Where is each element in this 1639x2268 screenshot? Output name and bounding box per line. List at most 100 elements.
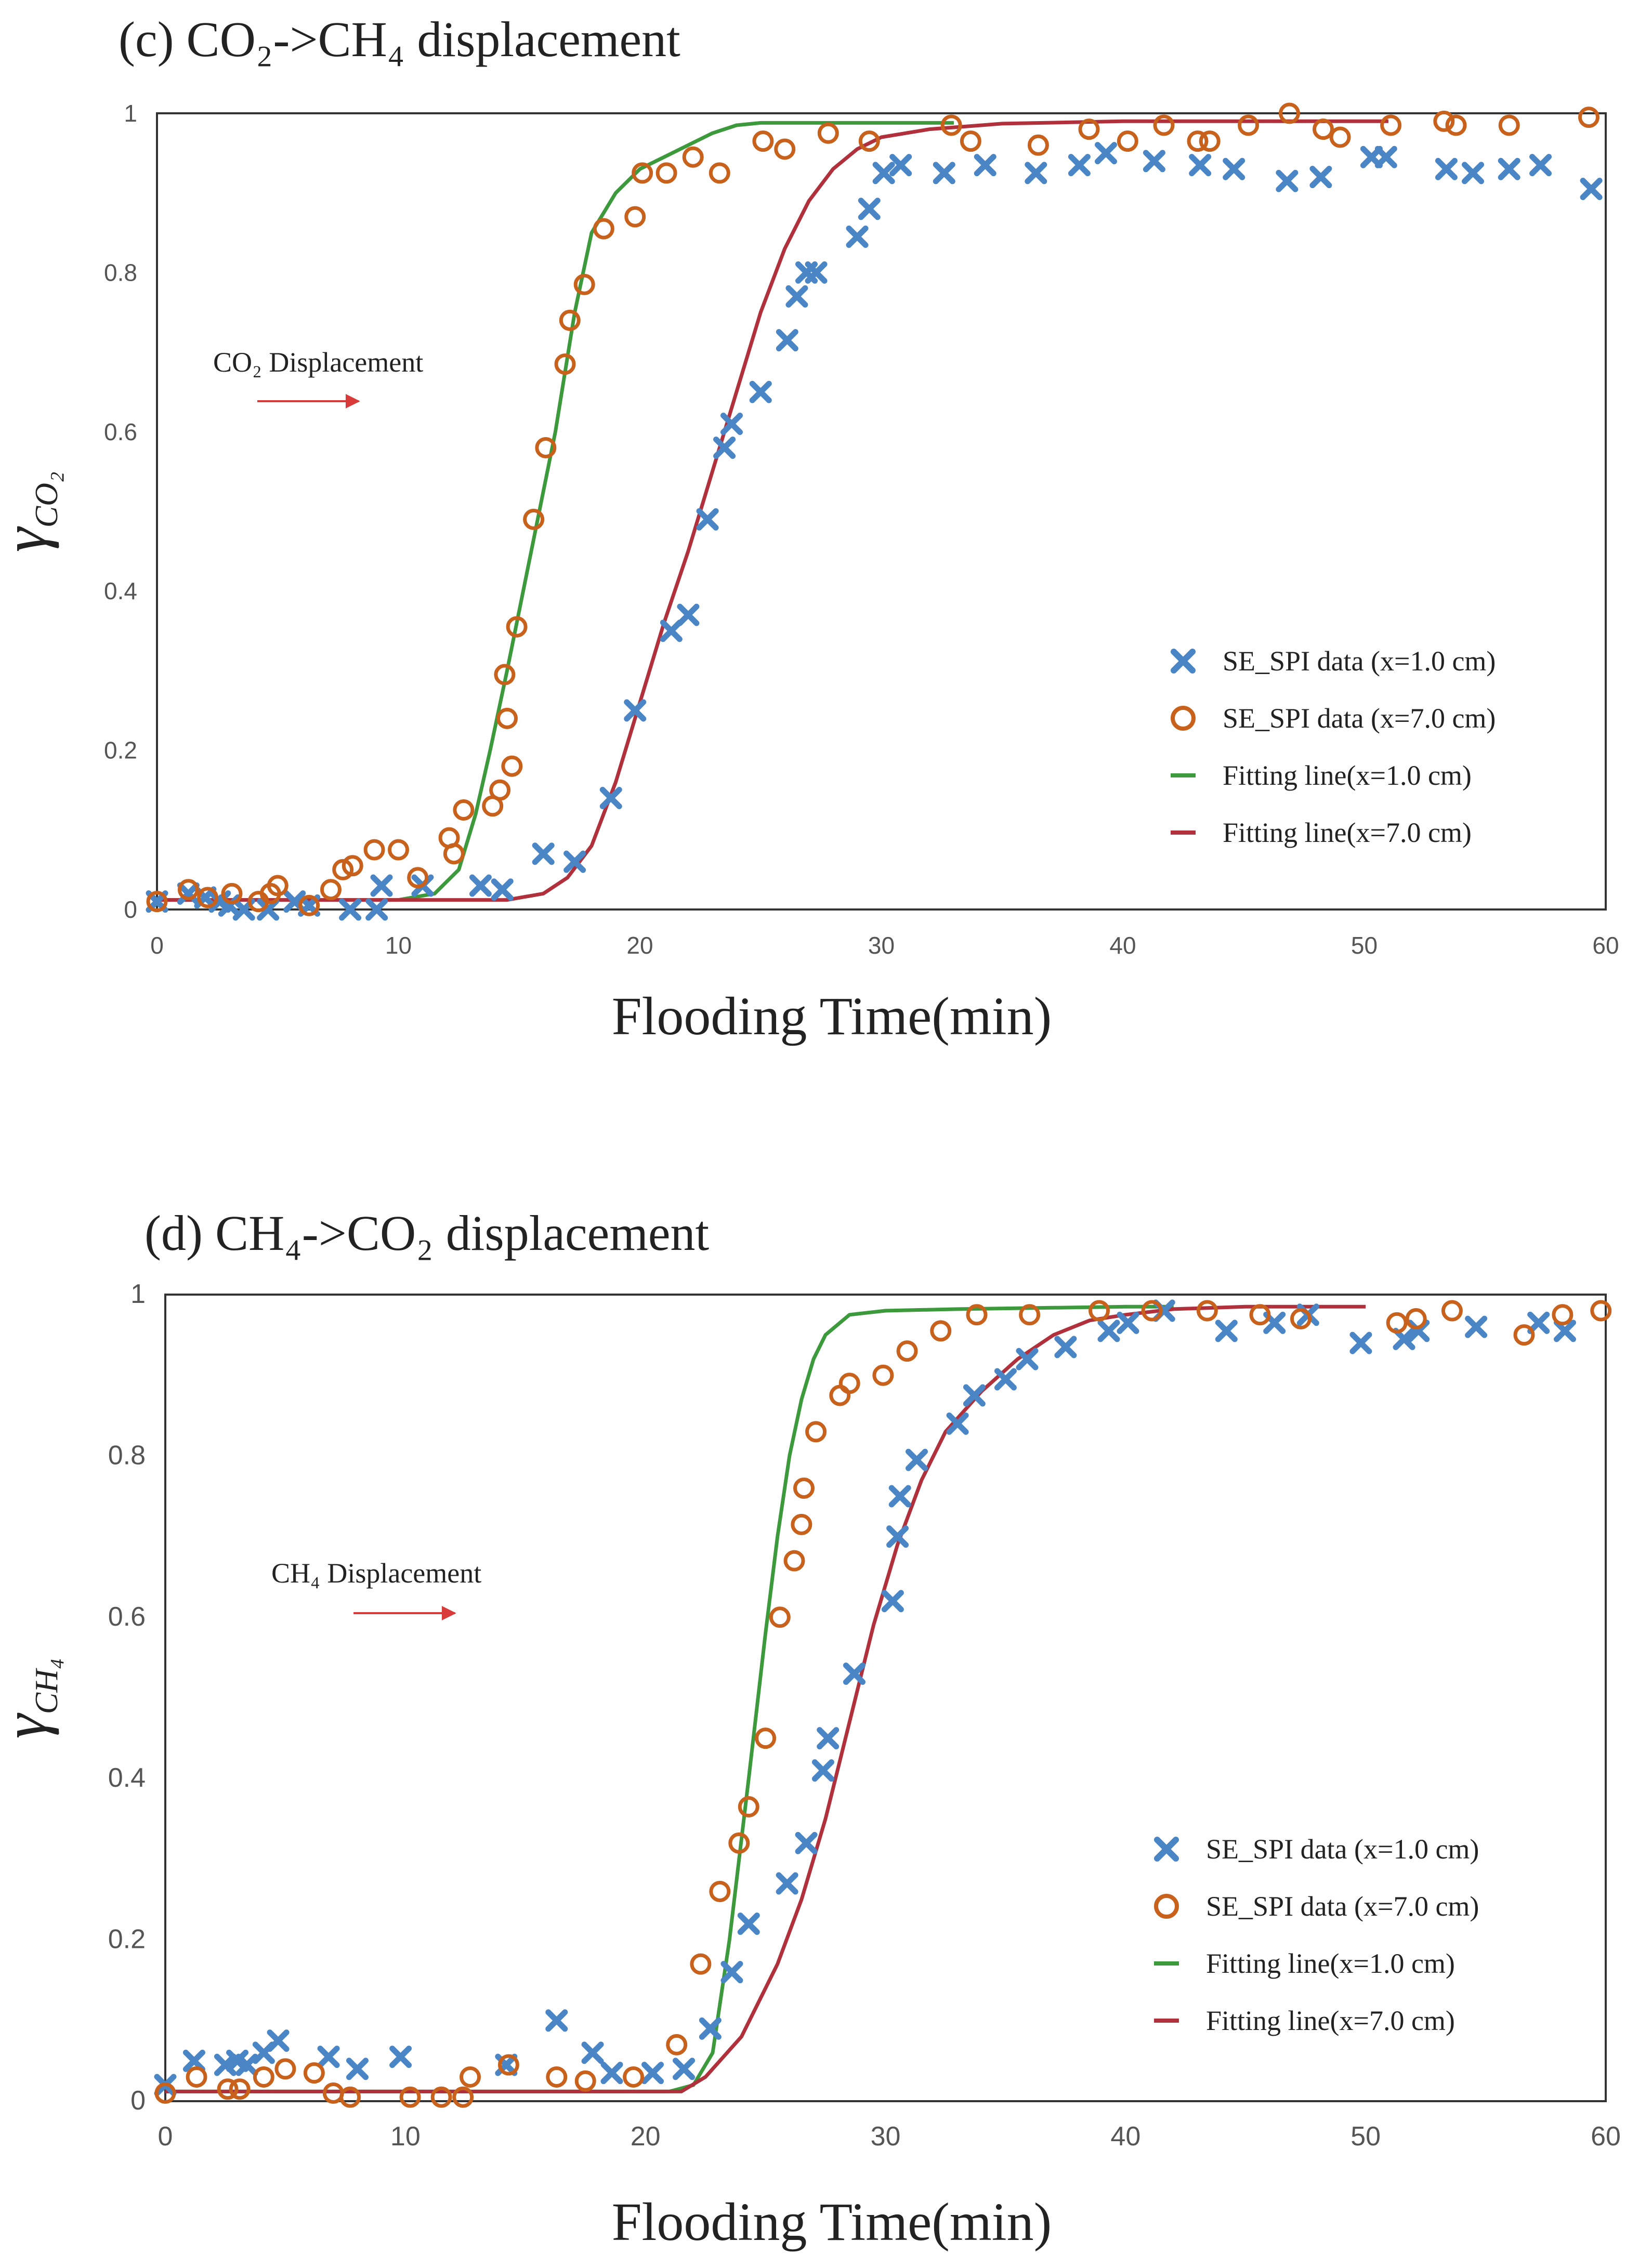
data-point-circle-marker — [1279, 102, 1301, 124]
data-point-x-marker — [795, 1831, 818, 1854]
data-point-circle-marker — [274, 2058, 296, 2080]
data-point-x-marker — [1094, 142, 1117, 165]
legend-label: SE_SPI data (x=1.0 cm) — [1223, 645, 1496, 677]
data-point-x-marker — [1529, 154, 1552, 177]
data-point-x-marker — [365, 898, 388, 921]
data-point-x-marker — [1393, 1327, 1415, 1350]
data-point-x-marker — [469, 874, 492, 897]
fitting-line — [165, 1304, 1174, 2093]
data-point-x-marker — [737, 1913, 760, 1935]
data-point-x-marker — [1054, 1336, 1077, 1359]
data-point-x-marker — [1215, 1320, 1238, 1342]
chart-title: (d) CH₄->CO₂ displacement — [145, 1205, 710, 1261]
x-tick-label: 40 — [1110, 2121, 1140, 2152]
data-point-circle-marker — [221, 882, 243, 904]
legend-label: Fitting line(x=7.0 cm) — [1223, 817, 1472, 848]
data-point-x-marker — [1097, 1320, 1120, 1342]
data-point-x-marker — [881, 1590, 904, 1613]
data-point-x-marker — [599, 787, 622, 810]
data-point-x-marker — [889, 154, 912, 177]
x-tick-label: 60 — [1591, 2121, 1621, 2152]
data-point-x-marker — [846, 225, 869, 248]
data-point-circle-marker — [1441, 1300, 1463, 1322]
data-point-circle-marker — [1141, 1300, 1163, 1322]
data-point-circle-marker — [690, 1953, 712, 1975]
data-point-circle-marker — [535, 437, 557, 458]
data-point-circle-marker — [494, 664, 516, 685]
data-point-circle-marker — [593, 218, 614, 240]
data-point-circle-marker — [573, 273, 595, 295]
data-point-circle-marker — [769, 1606, 791, 1628]
data-point-x-marker — [785, 285, 808, 308]
data-point-circle-marker — [339, 2086, 361, 2108]
legend-x-marker — [1154, 1837, 1179, 1862]
data-point-x-marker — [1025, 162, 1047, 184]
x-tick-label: 10 — [385, 932, 412, 959]
data-point-x-marker — [888, 1485, 911, 1508]
data-point-circle-marker — [666, 2034, 688, 2055]
data-point-circle-marker — [399, 2086, 421, 2108]
data-point-x-marker — [177, 882, 200, 905]
data-point-x-marker — [963, 1384, 986, 1407]
data-point-x-marker — [749, 380, 772, 403]
data-point-circle-marker — [838, 1373, 860, 1394]
data-point-circle-marker — [177, 879, 199, 901]
data-point-circle-marker — [940, 114, 962, 136]
y-tick-label: 0.6 — [108, 1602, 146, 1632]
data-point-circle-marker — [1498, 114, 1520, 136]
data-point-x-marker — [624, 699, 647, 722]
data-point-x-marker — [1498, 157, 1520, 180]
legend-circle-marker — [1171, 706, 1196, 731]
data-point-circle-marker — [829, 1384, 851, 1406]
data-point-circle-marker — [1513, 1324, 1535, 1346]
annotation-text: CH₄ Displacement — [271, 1558, 481, 1589]
data-point-circle-marker — [793, 1477, 815, 1499]
data-point-circle-marker — [1153, 114, 1175, 136]
data-point-circle-marker — [752, 130, 774, 152]
legend-item: Fitting line(x=1.0 cm) — [1154, 1948, 1455, 1979]
data-point-x-marker — [1223, 157, 1245, 180]
x-tick-label: 30 — [868, 932, 895, 959]
legend-label: Fitting line(x=1.0 cm) — [1223, 760, 1472, 791]
y-axis-label: γCO₂ — [0, 472, 64, 552]
data-point-x-marker — [317, 2046, 340, 2068]
data-point-circle-marker — [1313, 118, 1334, 140]
data-point-circle-marker — [1552, 1304, 1574, 1326]
legend-label: Fitting line(x=7.0 cm) — [1206, 2005, 1455, 2036]
data-point-circle-marker — [1117, 130, 1138, 152]
legend-item: SE_SPI data (x=7.0 cm) — [1154, 1891, 1479, 1922]
data-point-x-marker — [1189, 154, 1212, 177]
x-tick-label: 20 — [626, 932, 653, 959]
data-point-x-marker — [1117, 1311, 1139, 1334]
data-point-x-marker — [581, 2041, 604, 2064]
data-point-x-marker — [673, 2058, 696, 2080]
data-point-circle-marker — [858, 130, 880, 152]
data-point-circle-marker — [363, 839, 385, 861]
data-point-x-marker — [1465, 1315, 1488, 1338]
data-point-x-marker — [811, 1759, 834, 1782]
data-point-x-marker — [906, 1448, 928, 1471]
data-point-x-marker — [872, 162, 895, 184]
data-point-x-marker — [1580, 178, 1603, 201]
data-point-x-marker — [1309, 166, 1332, 189]
data-point-circle-marker — [554, 353, 576, 375]
data-point-x-marker — [660, 619, 683, 642]
data-point-circle-marker — [320, 879, 342, 901]
data-point-x-marker — [257, 898, 280, 921]
data-point-circle-marker — [1078, 118, 1100, 140]
data-point-circle-marker — [217, 2078, 239, 2100]
x-tick-label: 50 — [1351, 932, 1378, 959]
data-point-x-marker — [1374, 146, 1397, 168]
data-point-circle-marker — [682, 146, 704, 168]
data-point-circle-marker — [574, 2070, 596, 2092]
data-point-x-marker — [532, 842, 555, 865]
data-point-x-marker — [545, 2009, 568, 2032]
data-point-circle-marker — [930, 1320, 952, 1342]
data-point-circle-marker — [407, 867, 429, 889]
data-point-x-marker — [389, 2046, 412, 2068]
data-point-x-marker — [346, 2058, 369, 2080]
data-point-circle-marker — [460, 2066, 481, 2088]
y-tick-label: 0.2 — [108, 1924, 146, 1955]
x-tick-label: 0 — [158, 2121, 173, 2152]
